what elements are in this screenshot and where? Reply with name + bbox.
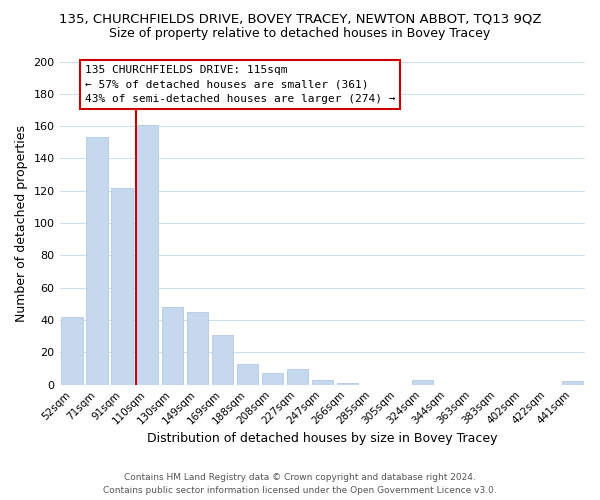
Text: Contains HM Land Registry data © Crown copyright and database right 2024.
Contai: Contains HM Land Registry data © Crown c… bbox=[103, 474, 497, 495]
Text: 135, CHURCHFIELDS DRIVE, BOVEY TRACEY, NEWTON ABBOT, TQ13 9QZ: 135, CHURCHFIELDS DRIVE, BOVEY TRACEY, N… bbox=[59, 12, 541, 26]
Bar bbox=[86, 138, 108, 384]
Bar bbox=[236, 364, 258, 384]
Bar bbox=[562, 382, 583, 384]
Bar bbox=[311, 380, 333, 384]
Bar bbox=[287, 368, 308, 384]
Bar bbox=[262, 374, 283, 384]
Y-axis label: Number of detached properties: Number of detached properties bbox=[15, 124, 28, 322]
Bar bbox=[61, 317, 83, 384]
Text: Size of property relative to detached houses in Bovey Tracey: Size of property relative to detached ho… bbox=[109, 28, 491, 40]
Text: 135 CHURCHFIELDS DRIVE: 115sqm
← 57% of detached houses are smaller (361)
43% of: 135 CHURCHFIELDS DRIVE: 115sqm ← 57% of … bbox=[85, 64, 395, 104]
Bar bbox=[412, 380, 433, 384]
Bar bbox=[187, 312, 208, 384]
Bar bbox=[112, 188, 133, 384]
Bar bbox=[136, 124, 158, 384]
Bar bbox=[212, 334, 233, 384]
X-axis label: Distribution of detached houses by size in Bovey Tracey: Distribution of detached houses by size … bbox=[147, 432, 497, 445]
Bar bbox=[161, 307, 183, 384]
Bar bbox=[337, 383, 358, 384]
